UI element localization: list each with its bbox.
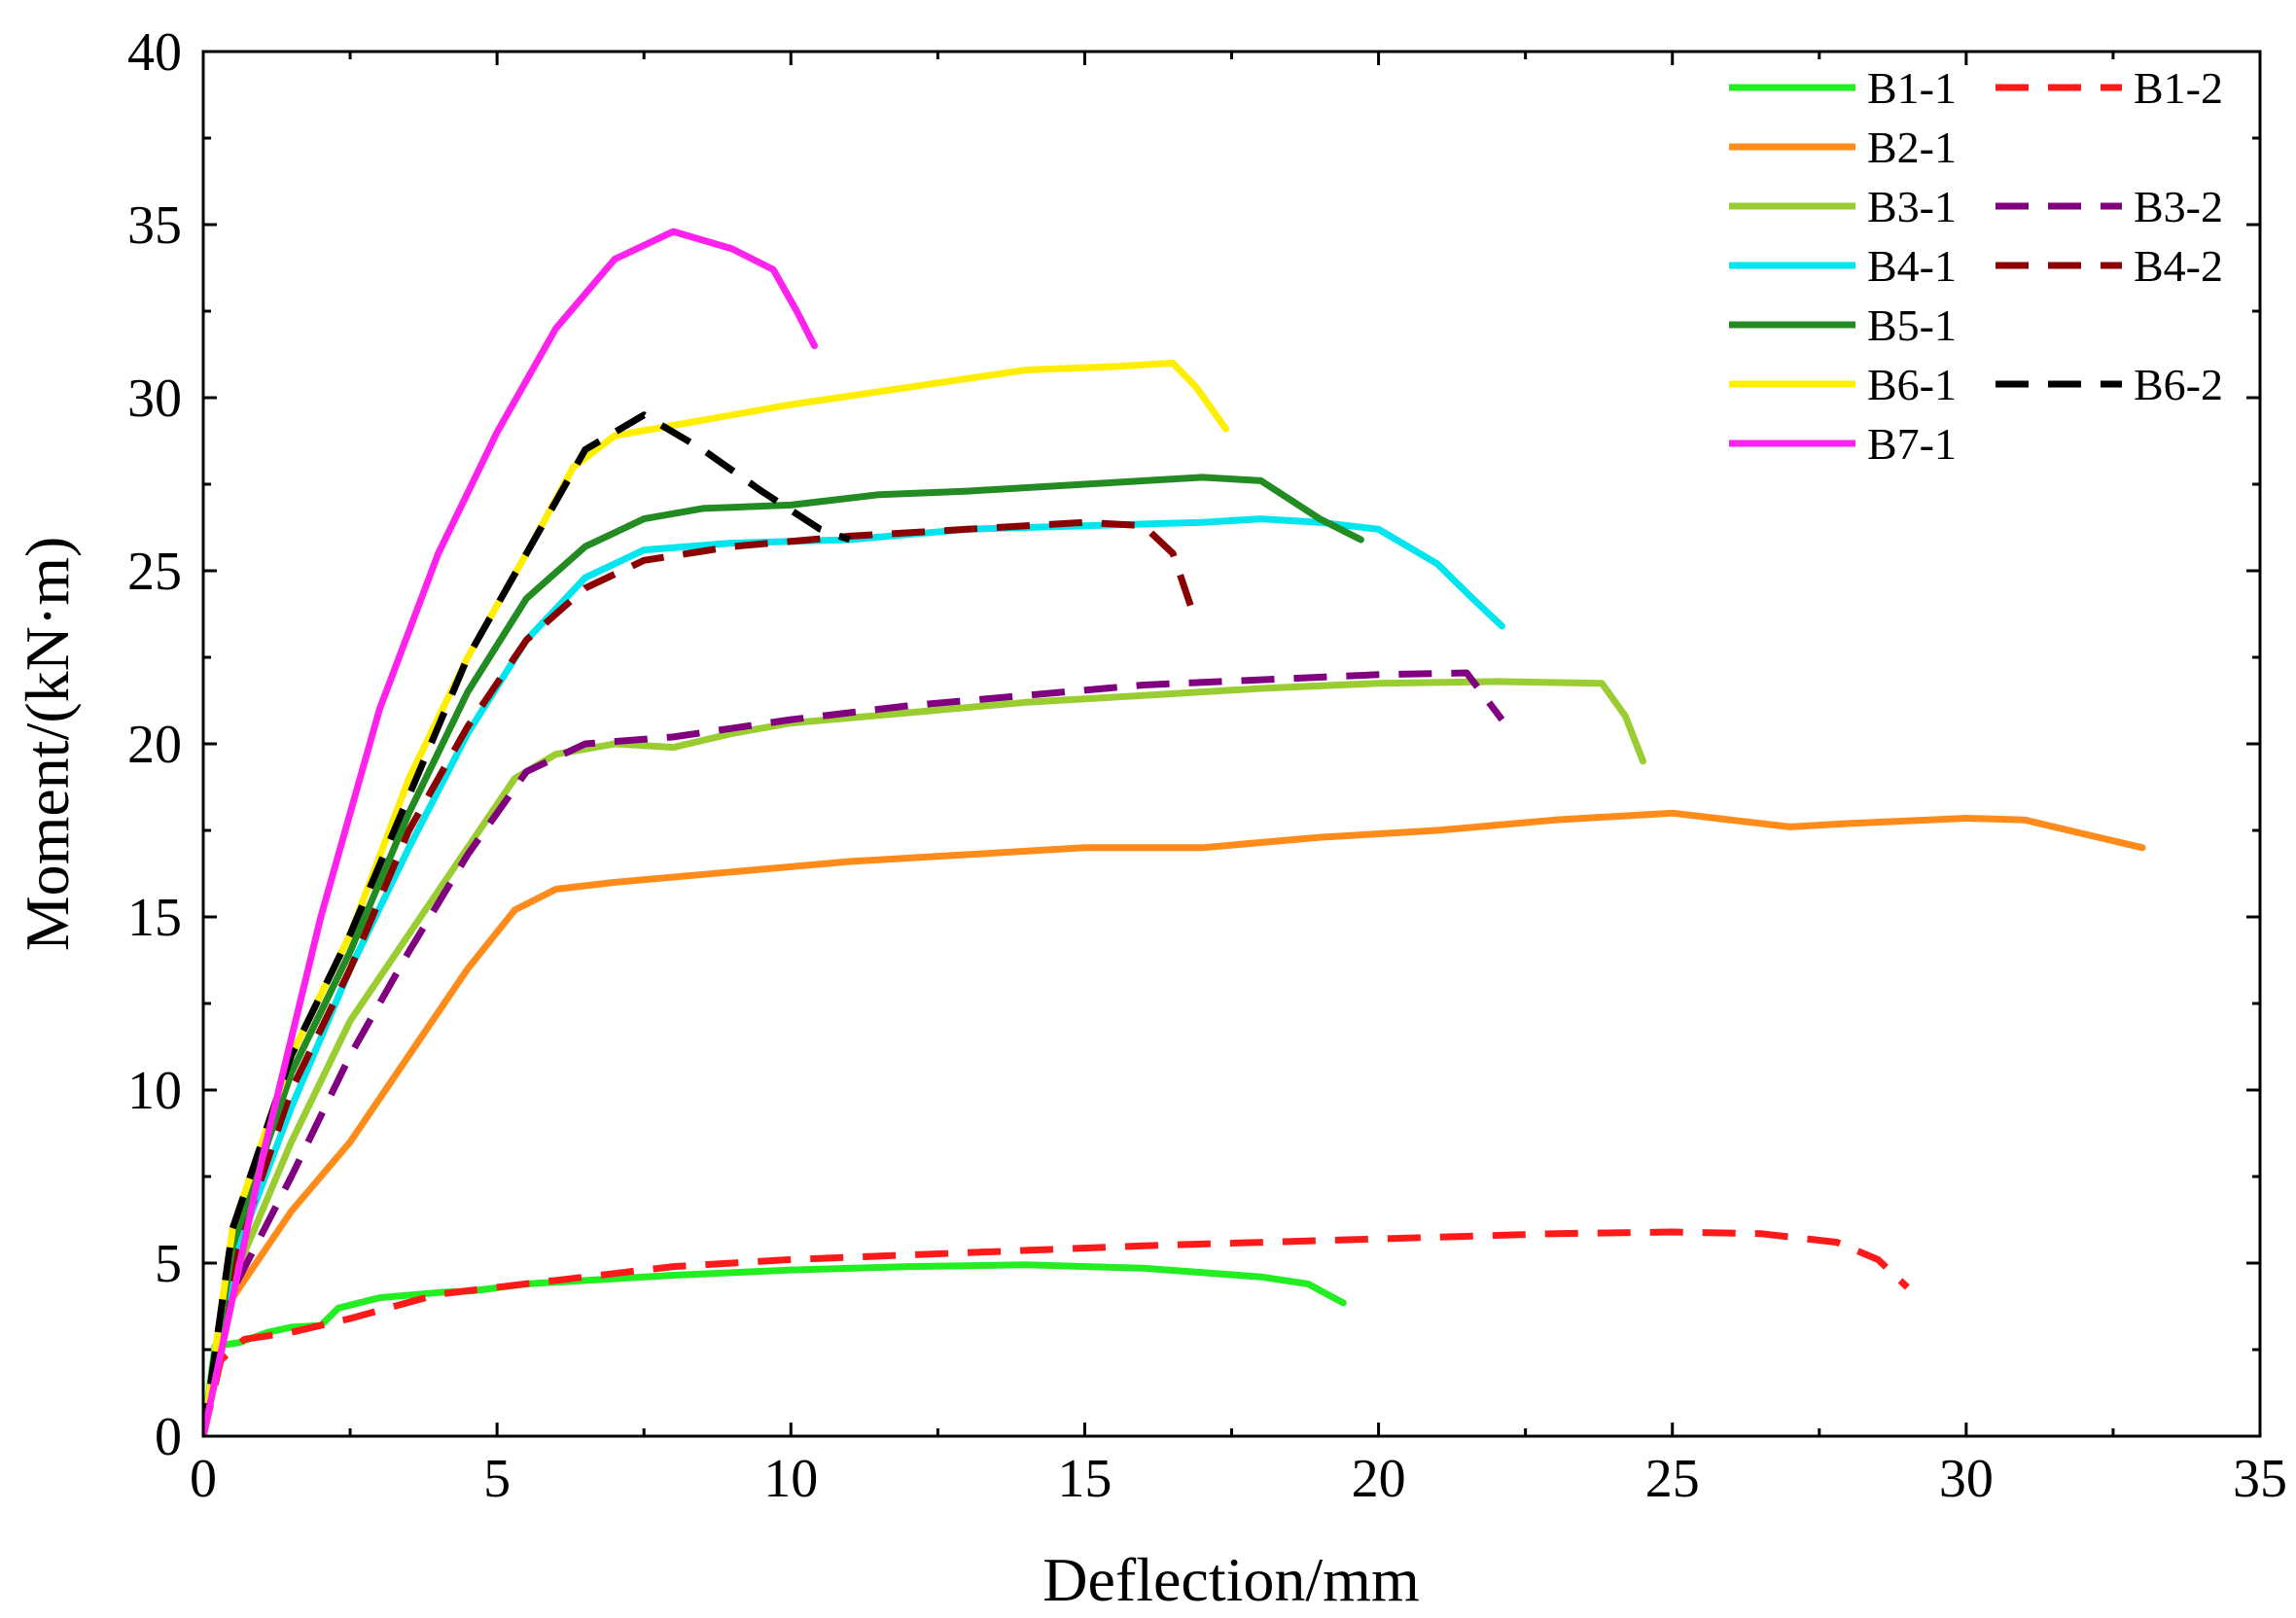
series-line-b3-1: [203, 678, 1646, 1436]
x-tick-label: 10: [763, 1449, 818, 1509]
series-line-b5-1: [203, 474, 1364, 1436]
y-tick-label: 30: [127, 369, 182, 429]
y-tick-label: 0: [155, 1407, 182, 1467]
x-tick-label: 25: [1645, 1449, 1700, 1509]
y-tick-label: 25: [127, 542, 182, 602]
x-tick-label: 0: [190, 1449, 217, 1509]
x-axis-title: Deflection/mm: [1042, 1545, 1419, 1614]
series-layer: [203, 228, 2146, 1436]
legend-label-b4-1: B4-1: [1867, 241, 1957, 291]
legend-label-b3-2: B3-2: [2134, 182, 2223, 231]
legend-label-b1-1: B1-1: [1867, 63, 1957, 113]
legend-label-b6-1: B6-1: [1867, 360, 1957, 409]
legend-label-b5-1: B5-1: [1867, 300, 1957, 350]
series-line-b1-2: [203, 1228, 1910, 1436]
series-line-b2-1: [203, 809, 2146, 1436]
legend-label-b2-1: B2-1: [1867, 123, 1957, 172]
x-tick-label: 30: [1939, 1449, 1994, 1509]
y-tick-label: 5: [155, 1234, 182, 1294]
y-tick-label: 20: [127, 715, 182, 775]
ticks-layer: [201, 50, 2262, 1438]
x-tick-label: 15: [1057, 1449, 1112, 1509]
y-tick-label: 35: [127, 195, 182, 256]
series-line-b3-2: [203, 669, 1505, 1436]
legend-label-b3-1: B3-1: [1867, 182, 1957, 231]
y-tick-label: 10: [127, 1061, 182, 1121]
series-line-b6-2: [203, 411, 851, 1436]
series-line-b7-1: [203, 228, 818, 1436]
y-tick-label: 40: [127, 22, 182, 83]
legend-label-b1-2: B1-2: [2134, 63, 2223, 113]
x-tick-label: 5: [483, 1449, 511, 1509]
x-tick-label: 35: [2233, 1449, 2287, 1509]
y-axis-title: Moment/(kN·m): [13, 537, 82, 952]
legend-label-b6-2: B6-2: [2134, 360, 2223, 409]
legend-label-b7-1: B7-1: [1867, 419, 1957, 469]
legend-label-b4-2: B4-2: [2134, 241, 2223, 291]
y-tick-labels: 0 5 10 15 20 25 30 35 40: [127, 22, 182, 1467]
x-tick-label: 20: [1352, 1449, 1406, 1509]
y-tick-label: 15: [127, 888, 182, 948]
series-line-b1-1: [203, 1261, 1347, 1436]
x-tick-labels: 0 5 10 15 20 25 30 35: [190, 1449, 2287, 1509]
legend: B1-1 B1-2 B2-1 B3-1 B3-2 B4-1 B4-2 B5-1 B6-1 B6-2…: [1729, 63, 2223, 469]
series-line-b4-2: [203, 518, 1194, 1436]
